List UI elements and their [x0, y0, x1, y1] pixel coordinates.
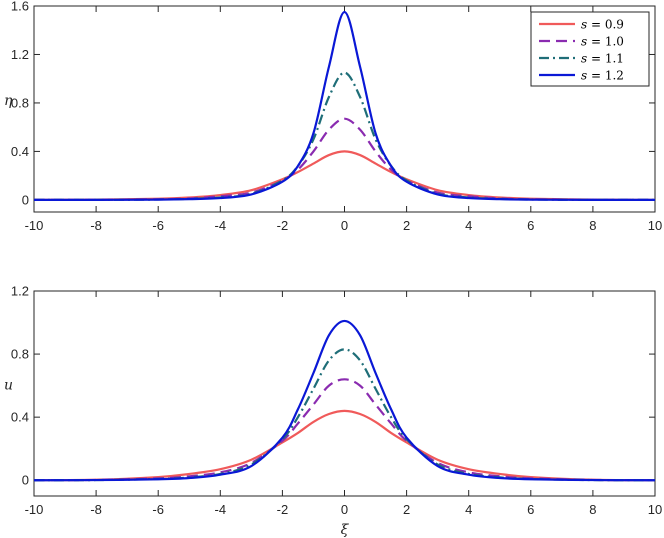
- legend-entry-3: s = 1.1: [581, 52, 624, 66]
- y-axis-label: u: [4, 378, 13, 394]
- x-tick-label: -2: [277, 502, 289, 517]
- legend: s = 0.9 s = 1.0 s = 1.1 s = 1.2: [530, 11, 650, 87]
- x-tick-label: -8: [90, 502, 102, 517]
- panel-2: -10 -8 -6 -4 -2 0 2 4 6 8 10 0 0.4 0.8 1.2 u ξ: [4, 284, 662, 538]
- y-tick-label: 1.2: [11, 47, 29, 62]
- legend-entry-1: s = 0.9: [581, 18, 624, 32]
- x-tick-label: 2: [403, 502, 410, 517]
- series-line-2: [34, 378, 655, 482]
- series-line-3: [34, 71, 655, 202]
- y-axis-label: η: [4, 93, 13, 109]
- x-tick-label: 8: [589, 502, 596, 517]
- x-tick-label: 4: [465, 218, 472, 233]
- y-tick-label: 0.4: [11, 144, 29, 159]
- x-tick-label: 6: [527, 502, 534, 517]
- series-line-2: [34, 117, 655, 201]
- x-tick-label: 8: [589, 218, 596, 233]
- x-axis-label: ξ: [341, 522, 350, 538]
- x-tick-label: -6: [152, 502, 164, 517]
- y-tick-label: 0.8: [11, 95, 29, 110]
- y-tick-label: 1.2: [11, 284, 29, 299]
- x-tick-label: -2: [277, 218, 289, 233]
- y-tick-label: 1.6: [11, 0, 29, 14]
- x-tick-label: -10: [25, 502, 44, 517]
- x-tick-label: 0: [341, 218, 348, 233]
- series-line-4: [34, 319, 655, 482]
- x-tick-label: -4: [215, 218, 227, 233]
- x-tick-label: -10: [25, 218, 44, 233]
- legend-entry-4: s = 1.2: [581, 69, 624, 83]
- x-tick-label: 2: [403, 218, 410, 233]
- y-tick-label: 0.8: [11, 347, 29, 362]
- x-tick-label: 0: [341, 502, 348, 517]
- series-line-1: [34, 409, 655, 482]
- x-tick-label: 4: [465, 502, 472, 517]
- x-tick-label: 10: [648, 218, 662, 233]
- y-tick-label: 0: [22, 473, 29, 488]
- legend-entry-2: s = 1.0: [581, 35, 624, 49]
- x-tick-label: 6: [527, 218, 534, 233]
- y-tick-label: 0.4: [11, 410, 29, 425]
- x-tick-label: -6: [152, 218, 164, 233]
- series-line-3: [34, 348, 655, 482]
- x-tick-label: -4: [215, 502, 227, 517]
- x-tick-label: -8: [90, 218, 102, 233]
- y-tick-label: 0: [22, 192, 29, 207]
- series-line-1: [34, 150, 655, 201]
- x-tick-label: 10: [648, 502, 662, 517]
- series-line-4: [34, 10, 655, 201]
